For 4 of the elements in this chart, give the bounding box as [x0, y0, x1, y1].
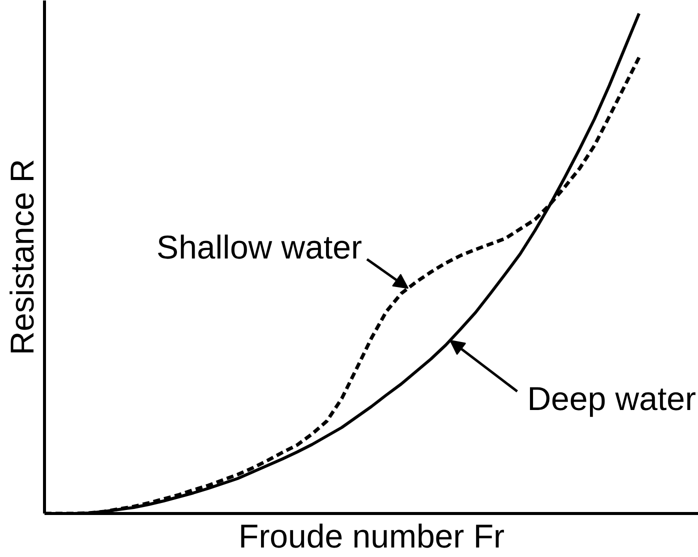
x-axis-title: Froude number Fr: [238, 518, 504, 554]
series-label: Shallow water: [156, 228, 362, 266]
y-axis-title: Resistance R: [4, 158, 40, 356]
text: Deep water: [527, 380, 696, 417]
